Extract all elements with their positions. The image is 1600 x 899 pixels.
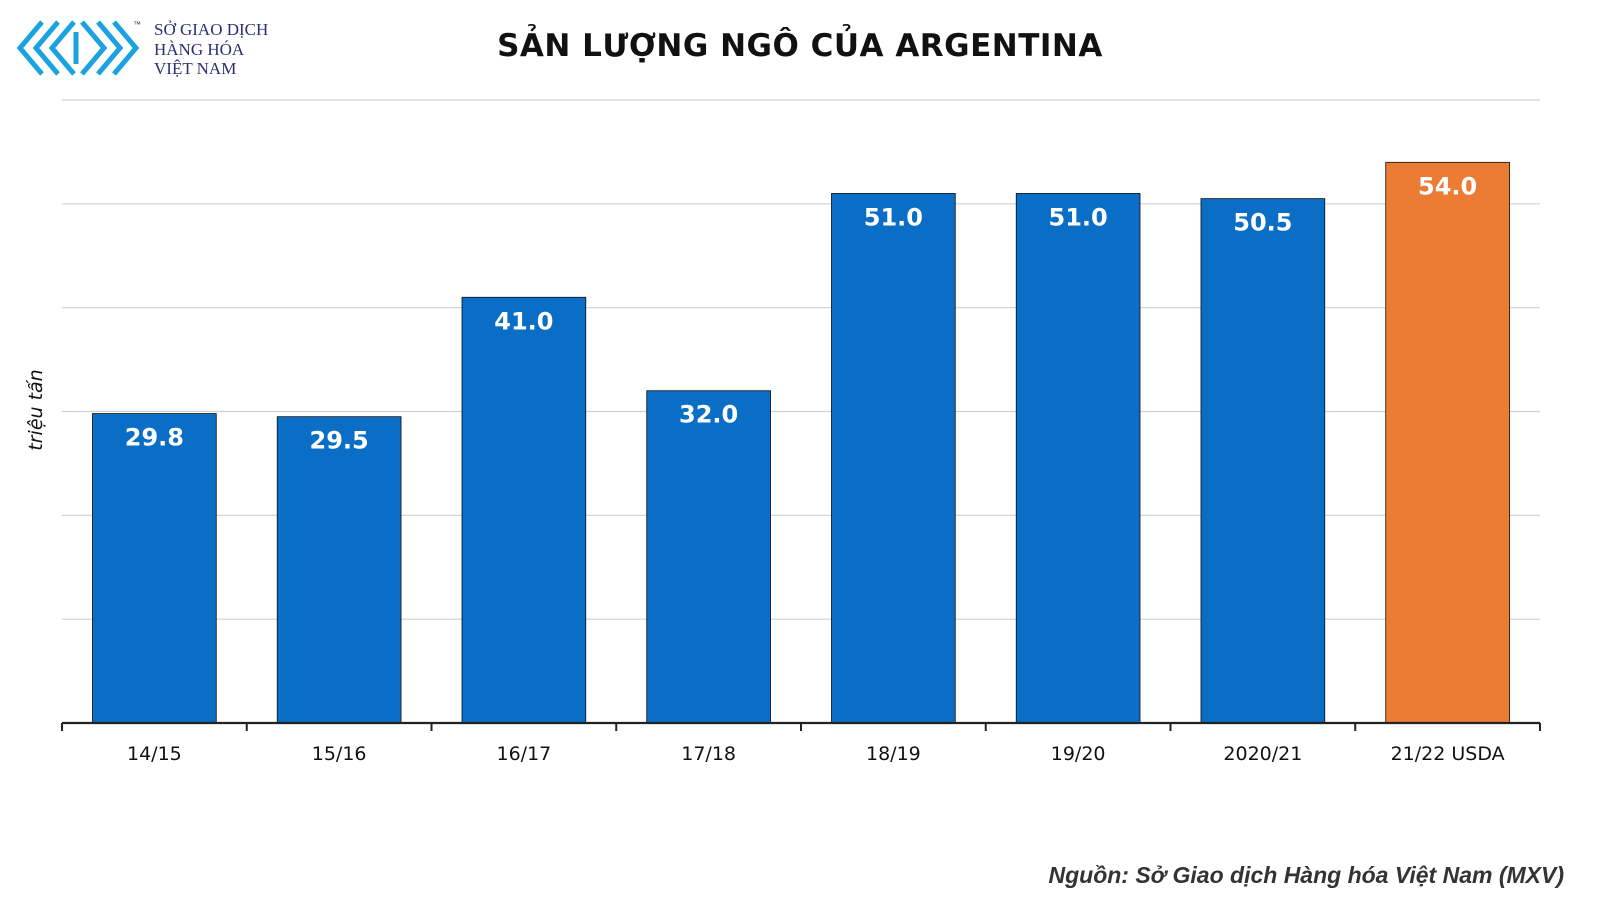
value-label: 32.0 (679, 401, 738, 429)
value-label: 54.0 (1418, 172, 1477, 200)
logo-line-2: HÀNG HÓA (154, 39, 245, 59)
x-tick-label: 18/19 (866, 743, 921, 765)
chevron-arrows-logo-icon (16, 20, 140, 76)
x-tick-label: 2020/21 (1223, 743, 1302, 765)
logo-wordmark: SỞ GIAO DỊCH HÀNG HÓA VIỆT NAM (154, 20, 268, 79)
x-tick-label: 17/18 (681, 743, 736, 765)
bar-21-22-usda (1385, 161, 1510, 724)
value-label: 29.5 (310, 427, 369, 455)
bars (92, 161, 1510, 724)
trademark-mark: ™ (133, 20, 141, 29)
x-tick-label: 15/16 (312, 743, 367, 765)
y-axis-label: triệu tấn (25, 369, 47, 451)
bar-17-18 (646, 390, 771, 724)
value-label: 29.8 (125, 424, 184, 452)
chart-title: SẢN LƯỢNG NGÔ CỦA ARGENTINA (497, 28, 1103, 64)
x-tick-label: 21/22 USDA (1391, 743, 1505, 765)
logo-line-3: VIỆT NAM (154, 59, 237, 78)
value-label: 51.0 (864, 203, 923, 231)
bar-2020-21 (1200, 198, 1326, 724)
bar-14-15 (92, 413, 217, 724)
value-labels: 29.8 29.5 41.0 32.0 51.0 51.0 50.5 54.0 (125, 172, 1477, 454)
value-label: 51.0 (1049, 203, 1108, 231)
bar-15-16 (276, 416, 402, 724)
logo: ™ SỞ GIAO DỊCH HÀNG HÓA VIỆT NAM (16, 18, 296, 82)
x-tick-label: 19/20 (1051, 743, 1106, 765)
x-tick-label: 16/17 (496, 743, 551, 765)
bar-16-17 (461, 296, 587, 724)
bar-19-20 (1015, 193, 1141, 724)
bar-18-19 (831, 193, 956, 724)
x-axis (61, 721, 1541, 731)
value-label: 50.5 (1233, 209, 1292, 237)
x-tick-label: 14/15 (127, 743, 182, 765)
value-label: 41.0 (494, 307, 553, 335)
logo-line-1: SỞ GIAO DỊCH (154, 20, 269, 39)
x-tick-labels: 14/15 15/16 16/17 17/18 18/19 19/20 2020/21 21/… (127, 743, 1505, 765)
source-note: Nguồn: Sở Giao dịch Hàng hóa Việt Nam (M… (1048, 862, 1564, 888)
